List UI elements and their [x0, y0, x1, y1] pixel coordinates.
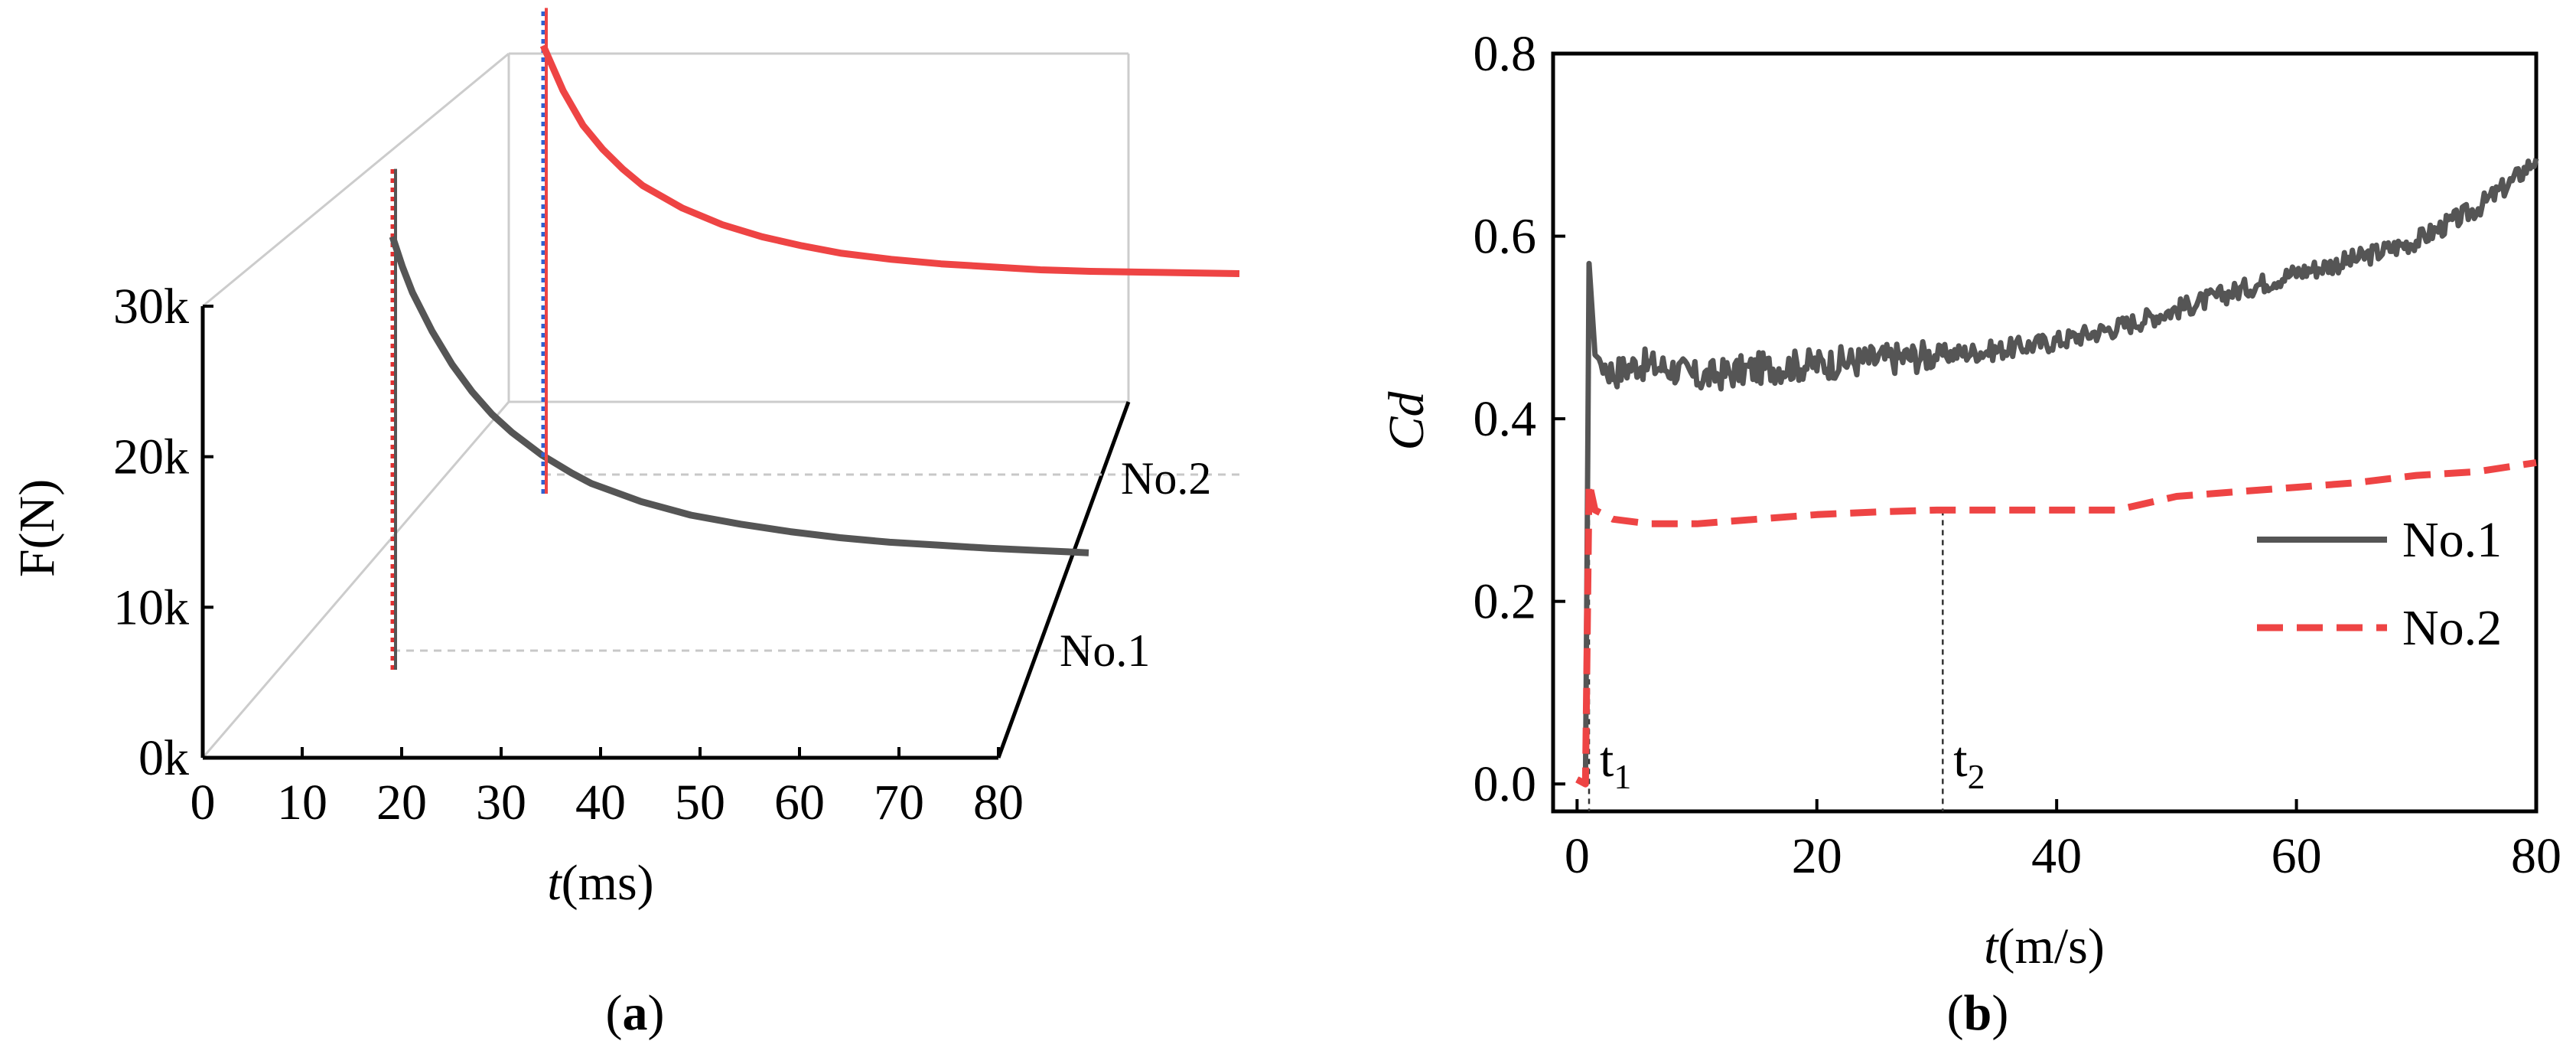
panel-a-baseline-guides: [392, 473, 1239, 652]
panel-a-series-no1: [389, 235, 1089, 556]
panel-b-y-tick-label: 0.8: [1474, 26, 1537, 82]
panel-b-legend-label: No.2: [2402, 600, 2502, 656]
panel-b-y-tick-label: 0.4: [1474, 391, 1537, 447]
panel-b-x-label-symbol: t: [1984, 919, 1999, 974]
panel-a-series-no2: [539, 44, 1240, 277]
panel-a-y-tick-label: 20k: [113, 429, 189, 485]
panel-b-y-axis-label: Cd: [1379, 390, 1435, 450]
panel-b-x-tick-label: 80: [2511, 828, 2561, 884]
panel-b-series: [1575, 158, 2539, 788]
panel-a-series-name: No.1: [1060, 625, 1150, 676]
panel-a-3d-box: [201, 52, 1130, 759]
panel-b-legend-label: No.1: [2402, 512, 2502, 568]
panel-a-y-axis-label: F(N): [9, 479, 65, 577]
panel-a-x-axis-label: t(ms): [547, 855, 653, 911]
panel-b-x-axis-label: t(m/s): [1984, 919, 2105, 974]
panel-b-y-ticks: 0.0 0.2 0.4 0.6 0.8: [1474, 26, 1565, 812]
panel-a-y-tick-label: 10k: [113, 579, 189, 635]
panel-a-depth-axis: [996, 401, 1131, 759]
panel-a-x-label-symbol: t: [547, 855, 562, 911]
panel-b-caption: (b): [1947, 985, 2009, 1041]
panel-a-series-names: No.1 No.2: [1060, 453, 1211, 676]
panel-a-label: a: [623, 985, 648, 1041]
panel-b-series-no2: [1575, 458, 2537, 788]
panel-b-annotation-label: t2: [1953, 732, 1985, 796]
panel-b-chart: 0.00.20.40.60.8 0 20 40 60 80 t1 t2 No.1No.2 …: [1379, 26, 2561, 1041]
panel-a-y-tick-label: 30k: [113, 279, 189, 334]
panel-a-x-tick-label: 80: [973, 775, 1024, 830]
panel-a-x-tick-label: 50: [675, 775, 725, 830]
panel-a-chart: 0k 10k 20k 30k 0 10 20 30 40 50 60 70 80 No.1 No.2 F…: [9, 8, 1240, 1041]
panel-a-x-tick-label: 60: [774, 775, 825, 830]
panel-b-y-tick-label: 0.2: [1474, 574, 1537, 630]
panel-b-x-ticks: 0 20 40 60 80: [1565, 799, 2561, 884]
panel-b-x-label-unit: (m/s): [1998, 919, 2105, 974]
panel-a-x-tick-label: 70: [874, 775, 924, 830]
panel-b-x-tick-label: 20: [1792, 828, 1842, 884]
panel-a-y-tick-label: 0k: [138, 730, 189, 786]
panel-b-plot-frame: [1551, 51, 2539, 814]
panel-b-legend: No.1 No.2: [2257, 512, 2502, 656]
panel-a-x-tick-label: 10: [277, 775, 327, 830]
panel-a-caption: (a): [606, 985, 665, 1041]
panel-a-box-edge-floor-left: [201, 401, 510, 759]
panel-b-x-tick-label: 60: [2272, 828, 2322, 884]
panel-b-label: b: [1964, 985, 1992, 1041]
panel-b-y-tick-label: 0.0: [1474, 756, 1537, 812]
panel-a-series: [389, 8, 1240, 670]
panel-a-series-name: No.2: [1121, 453, 1211, 504]
panel-a-x-tick-label: 40: [575, 775, 626, 830]
panel-b-x-tick-label: 40: [2031, 828, 2082, 884]
panel-b-y-tick-label: 0.6: [1474, 209, 1537, 265]
panel-b-x-tick-label: 0: [1565, 828, 1590, 884]
panel-a-box-edge-top-left: [202, 52, 510, 308]
panel-a-x-tick-label: 20: [376, 775, 427, 830]
panel-a-x-tick-label: 30: [476, 775, 526, 830]
panel-a-x-label-unit: (ms): [562, 855, 654, 911]
panel-b-series-no1: [1575, 158, 2539, 787]
panel-b-annotation-label: t1: [1600, 732, 1631, 796]
panel-b-annotations: t1 t2: [1588, 510, 1985, 811]
panel-a-x-ticks: 0 10 20 30 40 50 60 70 80: [191, 747, 1024, 830]
panel-a-x-tick-label: 0: [191, 775, 216, 830]
panel-a-y-ticks: 0k 10k 20k 30k: [113, 279, 213, 786]
